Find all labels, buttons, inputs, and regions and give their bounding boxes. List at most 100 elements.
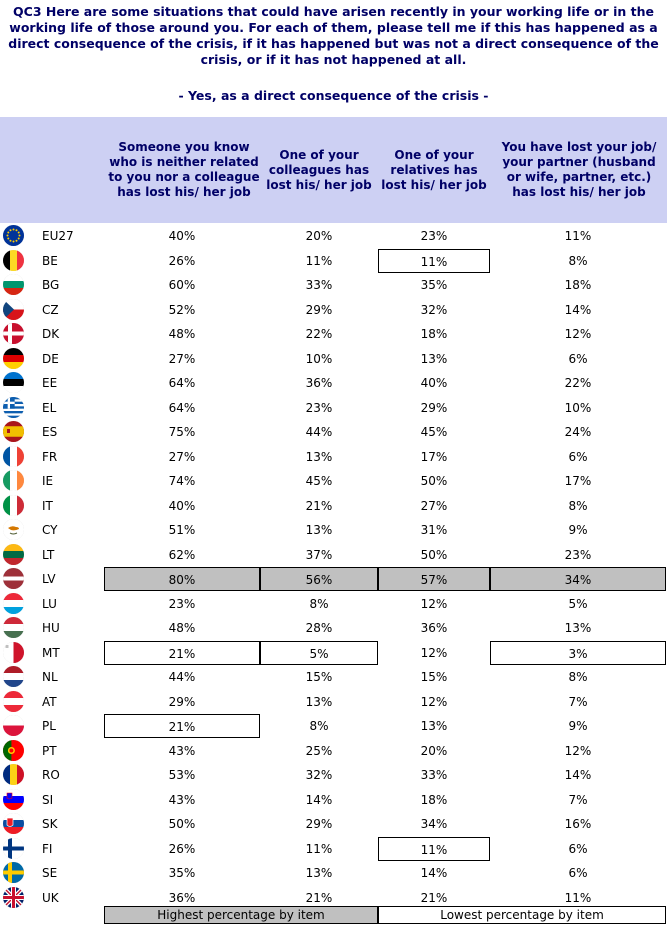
value-cell-colleague: 36% <box>305 376 333 390</box>
value-cell-own-job: 6% <box>568 866 588 880</box>
value-cell-own-job: 23% <box>564 547 592 562</box>
table-row-nl: NL 44% 15% 15% 8% <box>0 665 667 689</box>
country-label: CZ <box>42 302 59 317</box>
value-cell-own-job: 5% <box>568 596 588 611</box>
value-cell-own-job: 16% <box>564 817 592 831</box>
table-row-el: EL 64% 23% 29% 10% <box>0 396 667 420</box>
eu-flag-icon <box>3 225 24 246</box>
table-row-ro: RO 53% 32% 33% 14% <box>0 763 667 787</box>
country-label: MT <box>42 645 60 660</box>
value-cell-acquaintance: 40% <box>168 498 196 513</box>
value-cell-own-job: 14% <box>564 302 592 317</box>
country-label: DK <box>42 327 60 341</box>
value-cell-own-job: 8% <box>568 670 588 684</box>
value-cell-acquaintance: 26% <box>168 253 196 268</box>
value-cell-acquaintance: 75% <box>168 425 196 439</box>
value-cell-colleague: 23% <box>305 400 333 415</box>
value-cell-colleague: 20% <box>305 229 333 243</box>
value-cell-colleague: 13% <box>305 449 333 464</box>
dk-flag-icon <box>3 323 24 344</box>
lt-flag-icon <box>3 543 24 565</box>
value-cell-acquaintance: 26% <box>168 841 196 856</box>
value-cell-relative: 27% <box>420 498 448 513</box>
value-cell-relative: 13% <box>420 351 448 366</box>
ro-flag-icon <box>3 764 24 785</box>
value-cell-acquaintance: 44% <box>168 670 196 684</box>
value-cell-own-job: 11% <box>564 890 592 905</box>
question-text: QC3 Here are some situations that could … <box>8 4 659 67</box>
value-cell-own-job: 13% <box>564 621 592 635</box>
table-row-cz: CZ 52% 29% 32% 14% <box>0 298 667 322</box>
value-cell-own-job: 7% <box>568 792 588 807</box>
value-cell-relative: 20% <box>420 743 448 758</box>
value-cell-own-job: 12% <box>564 743 592 758</box>
value-cell-relative: 18% <box>420 327 448 341</box>
value-cell-relative: 31% <box>420 523 448 537</box>
country-label: NL <box>42 670 58 684</box>
table-row-at: AT 29% 13% 12% 7% <box>0 690 667 714</box>
nl-flag-icon <box>3 666 24 687</box>
country-label: IE <box>42 474 54 488</box>
country-label: LT <box>42 547 55 562</box>
value-cell-relative: 21% <box>420 890 448 905</box>
value-cell-acquaintance: 21% <box>104 714 260 738</box>
at-flag-icon <box>3 690 24 712</box>
subtitle: - Yes, as a direct consequence of the cr… <box>178 88 489 103</box>
value-cell-colleague: 21% <box>305 498 333 513</box>
value-cell-own-job: 14% <box>564 768 592 782</box>
value-cell-acquaintance: 53% <box>168 768 196 782</box>
value-cell-colleague: 10% <box>305 351 333 366</box>
value-cell-own-job: 8% <box>568 253 588 268</box>
legend-lowest: Lowest percentage by item <box>378 906 666 924</box>
value-cell-acquaintance: 51% <box>168 523 196 537</box>
legend-highest: Highest percentage by item <box>104 906 378 924</box>
table-row-it: IT 40% 21% 27% 8% <box>0 494 667 518</box>
country-label: PL <box>42 719 56 733</box>
country-label: DE <box>42 351 59 366</box>
value-cell-acquaintance: 52% <box>168 302 196 317</box>
cz-flag-icon <box>3 298 24 320</box>
bg-flag-icon <box>3 274 24 295</box>
table-row-eu27: EU27 40% 20% 23% 11% <box>0 224 667 248</box>
value-cell-own-job: 7% <box>568 694 588 709</box>
ie-flag-icon <box>3 470 24 491</box>
country-label: EU27 <box>42 229 74 243</box>
table-row-lu: LU 23% 8% 12% 5% <box>0 592 667 616</box>
value-cell-acquaintance: 64% <box>168 400 196 415</box>
value-cell-colleague: 29% <box>305 302 333 317</box>
value-cell-own-job: 17% <box>564 474 592 488</box>
value-cell-acquaintance: 64% <box>168 376 196 390</box>
lu-flag-icon <box>3 592 24 614</box>
table-row-hu: HU 48% 28% 36% 13% <box>0 616 667 640</box>
table-row-ie: IE 74% 45% 50% 17% <box>0 469 667 493</box>
value-cell-own-job: 9% <box>568 523 588 537</box>
value-cell-relative: 14% <box>420 866 448 880</box>
value-cell-colleague: 45% <box>305 474 333 488</box>
value-cell-relative: 33% <box>420 768 448 782</box>
value-cell-own-job: 24% <box>564 425 592 439</box>
table-row-cy: CY 51% 13% 31% 9% <box>0 518 667 542</box>
country-label: HU <box>42 621 60 635</box>
country-label: BE <box>42 253 58 268</box>
value-cell-acquaintance: 60% <box>168 278 196 292</box>
value-cell-relative: 50% <box>420 547 448 562</box>
table-row-pl: PL 21% 8% 13% 9% <box>0 714 667 738</box>
pl-flag-icon <box>3 715 24 736</box>
value-cell-relative: 29% <box>420 400 448 415</box>
value-cell-colleague: 11% <box>305 253 333 268</box>
el-flag-icon <box>3 396 24 418</box>
value-cell-acquaintance: 48% <box>168 621 196 635</box>
table-row-se: SE 35% 13% 14% 6% <box>0 861 667 885</box>
value-cell-acquaintance: 21% <box>104 640 260 665</box>
value-cell-own-job: 8% <box>568 498 588 513</box>
country-label: SE <box>42 866 58 880</box>
country-label: AT <box>42 694 57 709</box>
value-cell-relative: 57% <box>378 567 490 591</box>
sk-flag-icon <box>3 813 24 834</box>
uk-flag-icon <box>3 886 24 908</box>
es-flag-icon <box>3 421 24 442</box>
country-label: PT <box>42 743 57 758</box>
value-cell-acquaintance: 23% <box>168 596 196 611</box>
value-cell-own-job: 12% <box>564 327 592 341</box>
country-label: LV <box>42 572 56 586</box>
